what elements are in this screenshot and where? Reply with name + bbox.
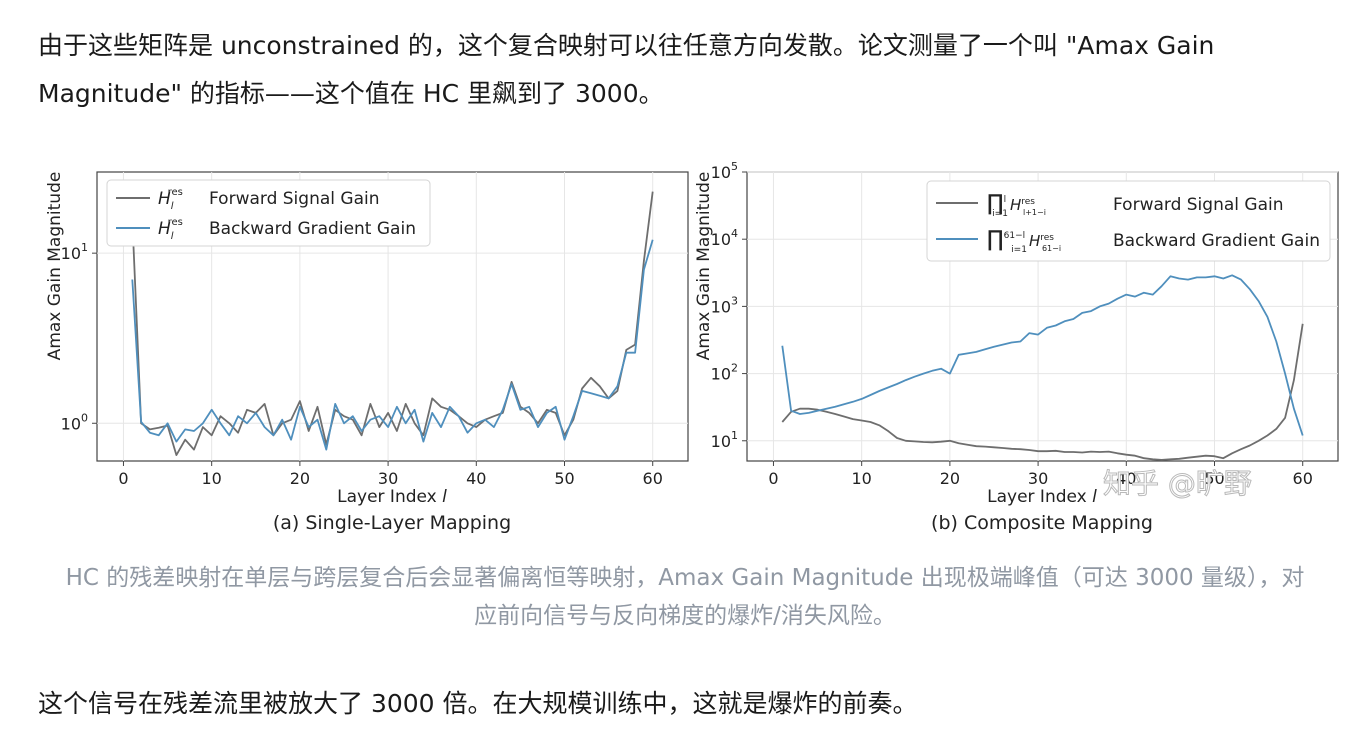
ylabel-b: Amax Gain Magnitude xyxy=(694,172,714,361)
intro-paragraph: 由于这些矩阵是 unconstrained 的，这个复合映射可以往任意方向发散。… xyxy=(38,31,1215,108)
legend-symbol: ∏l i=1 Hres l+1−i xyxy=(987,191,1046,219)
watermark: 知乎 @旷野 xyxy=(1103,467,1252,500)
closing-paragraph: 这个信号在残差流里被放大了 3000 倍。在大规模训练中，这就是爆炸的前奏。 xyxy=(38,689,918,718)
xtick-label: 0 xyxy=(118,469,128,488)
xlabel-a: Layer Index l xyxy=(337,487,447,507)
title-b: (b) Composite Mapping xyxy=(931,512,1153,534)
xtick-label: 10 xyxy=(201,469,221,488)
ytick-label: 104 xyxy=(711,227,738,249)
xtick-label: 30 xyxy=(378,469,398,488)
xlabel-b-var: l xyxy=(1092,487,1097,507)
ytick-label: 101 xyxy=(61,241,88,263)
xtick-label: 50 xyxy=(554,469,574,488)
xtick-label: 60 xyxy=(643,469,663,488)
series-line-backward xyxy=(781,274,1304,436)
xtick-label: 60 xyxy=(1293,469,1313,488)
title-a: (a) Single-Layer Mapping xyxy=(273,512,511,534)
xlabel-b-text: Layer Index xyxy=(987,487,1092,507)
xtick-label: 0 xyxy=(768,469,778,488)
ytick-label: 103 xyxy=(711,294,738,316)
legend-symbol: Hlres xyxy=(158,217,183,242)
legend-label: Forward Signal Gain xyxy=(1113,195,1283,215)
legend-label: Forward Signal Gain xyxy=(209,189,379,209)
figure-caption: HC 的残差映射在单层与跨层复合后会显著偏离恒等映射，Amax Gain Mag… xyxy=(65,565,1305,629)
ytick-label: 105 xyxy=(711,160,738,182)
ytick-label: 101 xyxy=(711,429,738,451)
series-line-forward xyxy=(781,323,1304,461)
xtick-label: 40 xyxy=(466,469,486,488)
legend-label: Backward Gradient Gain xyxy=(209,219,416,239)
legend-a: Hlres Forward Signal Gain Hlres Backward Gr… xyxy=(106,179,431,247)
xtick-label: 50 xyxy=(1204,469,1224,488)
legend-symbol: ∏61−l i=1 Hres 61−i xyxy=(987,227,1061,255)
series-line-backward xyxy=(131,239,654,451)
legend-box-a xyxy=(106,179,431,247)
xlabel-a-text: Layer Index xyxy=(337,487,442,507)
legend-b: ∏l i=1 Hres l+1−i Forward Signal Gain ∏61−l i=… xyxy=(926,180,1331,262)
ytick-label: 102 xyxy=(711,362,738,384)
legend-box-b xyxy=(926,180,1331,262)
legend-symbol: Hlres xyxy=(158,187,183,212)
xtick-label: 30 xyxy=(1028,469,1048,488)
xlabel-b: Layer Index l xyxy=(987,487,1097,507)
xtick-label: 20 xyxy=(290,469,310,488)
series-line-forward xyxy=(131,191,654,457)
ylabel-a: Amax Gain Magnitude xyxy=(45,172,65,361)
xtick-label: 10 xyxy=(851,469,871,488)
chart-composite: 0 10 20 30 40 50 60 101 102 103 104 105 Amax Gain M… xyxy=(694,160,1339,534)
xlabel-a-var: l xyxy=(442,487,447,507)
xtick-label: 40 xyxy=(1116,469,1136,488)
legend-label: Backward Gradient Gain xyxy=(1113,231,1320,251)
xtick-label: 20 xyxy=(940,469,960,488)
ytick-label: 100 xyxy=(61,411,88,433)
